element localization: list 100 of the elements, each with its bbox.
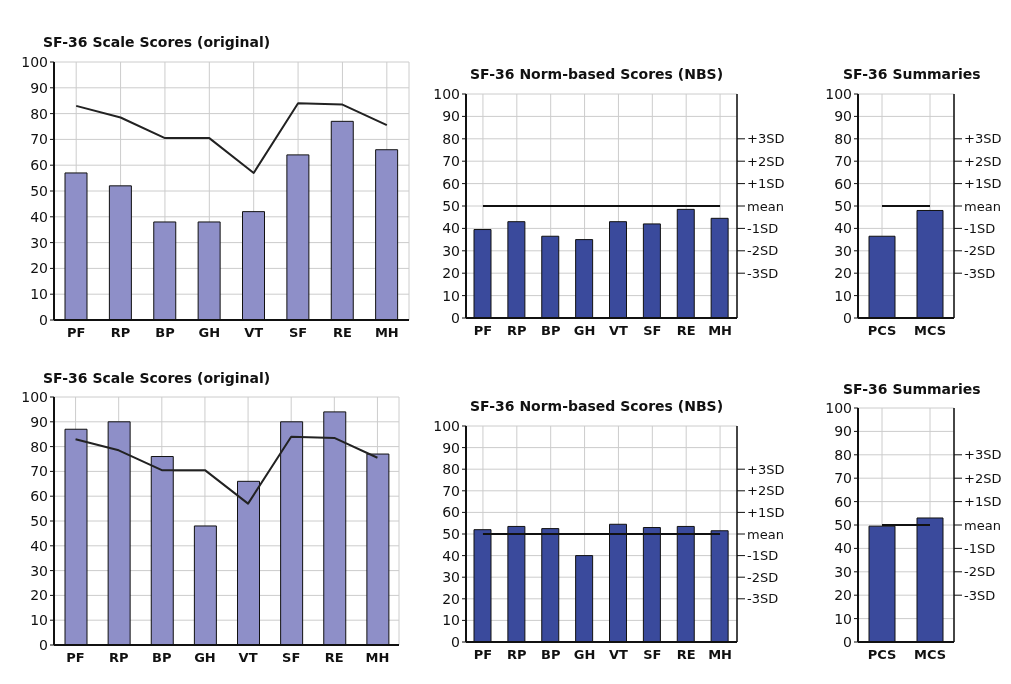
y-tick-label: 20 — [30, 587, 48, 604]
x-tick-label: PCS — [867, 323, 897, 339]
x-tick-label: MH — [365, 650, 390, 666]
chart-title: SF-36 Norm-based Scores (NBS) — [470, 66, 724, 82]
x-tick-label: BP — [540, 323, 561, 339]
y2-tick-label: +2SD — [964, 153, 1002, 169]
y-tick-label: 90 — [834, 108, 852, 125]
x-tick-label: BP — [540, 647, 561, 663]
y-tick-label: 70 — [834, 153, 852, 170]
y-tick-label: 0 — [451, 633, 460, 650]
y2-tick-label: -1SD — [747, 548, 779, 564]
y2-tick-label: mean — [964, 198, 1001, 214]
y2-tick-label: +1SD — [964, 176, 1002, 192]
y-tick-label: 30 — [834, 563, 852, 580]
y-tick-label: 30 — [442, 569, 460, 586]
y2-tick-label: +3SD — [747, 131, 785, 147]
x-tick-label: PCS — [867, 647, 897, 663]
x-tick-label: RP — [507, 323, 527, 339]
y-tick-label: 100 — [825, 399, 852, 416]
y-tick-label: 40 — [30, 537, 48, 554]
y-tick-label: 10 — [442, 287, 460, 304]
x-tick-label: PF — [473, 647, 493, 663]
x-tick-label: PF — [66, 325, 86, 341]
chart-title: SF-36 Summaries — [843, 66, 981, 82]
x-tick-label: RP — [110, 325, 131, 341]
x-tick-label: SF — [643, 323, 662, 339]
y2-tick-label: +2SD — [747, 153, 785, 169]
y-tick-label: 80 — [442, 461, 460, 478]
y2-tick-label: mean — [964, 517, 1001, 533]
y-tick-label: 100 — [21, 53, 48, 70]
y2-tick-label: +3SD — [747, 461, 785, 477]
y-tick-label: 40 — [442, 220, 460, 237]
y2-tick-label: +2SD — [747, 483, 785, 499]
x-tick-label: SF — [643, 647, 662, 663]
x-tick-label: VT — [238, 650, 258, 666]
y2-tick-label: -3SD — [964, 265, 996, 281]
y2-tick-label: -3SD — [747, 591, 779, 607]
y-tick-label: 90 — [30, 79, 48, 96]
y-tick-label: 70 — [30, 131, 48, 148]
y-tick-label: 50 — [442, 525, 460, 542]
x-tick-label: VT — [608, 323, 629, 339]
y-tick-label: 60 — [834, 493, 852, 510]
x-tick-label: RE — [676, 323, 696, 339]
y-tick-label: 60 — [30, 488, 48, 505]
line-series — [74, 435, 379, 505]
y2-tick-label: +1SD — [747, 176, 785, 192]
y-tick-label: 70 — [834, 470, 852, 487]
x-tick-label: MH — [374, 325, 399, 341]
x-tick-label: SF — [288, 325, 308, 341]
y-tick-label: 0 — [451, 309, 460, 326]
y-tick-label: 100 — [21, 388, 48, 405]
y-tick-label: 60 — [834, 175, 852, 192]
y-tick-label: 50 — [834, 516, 852, 533]
x-tick-label: RE — [332, 325, 352, 341]
x-tick-label: MCS — [913, 323, 947, 339]
y2-tick-label: +1SD — [747, 505, 785, 521]
y-tick-label: 90 — [30, 413, 48, 430]
y-tick-label: 20 — [442, 265, 460, 282]
y-tick-label: 80 — [442, 130, 460, 147]
y2-tick-label: -3SD — [964, 587, 996, 603]
y-tick-label: 40 — [442, 547, 460, 564]
y-tick-label: 90 — [442, 439, 460, 456]
y-tick-label: 60 — [30, 157, 48, 174]
y-tick-label: 100 — [433, 85, 460, 102]
y-tick-label: 30 — [442, 242, 460, 259]
x-tick-label: RE — [676, 647, 696, 663]
x-tick-label: RE — [324, 650, 344, 666]
x-tick-label: MCS — [913, 647, 947, 663]
y2-tick-label: mean — [747, 198, 784, 214]
y-tick-label: 40 — [30, 208, 48, 225]
y2-tick-label: -3SD — [747, 265, 779, 281]
y-tick-label: 10 — [442, 612, 460, 629]
x-tick-label: SF — [282, 650, 301, 666]
x-tick-label: BP — [155, 325, 175, 341]
y-tick-label: 90 — [834, 423, 852, 440]
line-series — [75, 102, 388, 174]
y-tick-label: 80 — [834, 130, 852, 147]
y-tick-label: 0 — [39, 311, 48, 328]
y-tick-label: 50 — [30, 182, 48, 199]
x-tick-label: PF — [66, 650, 85, 666]
y-tick-label: 80 — [30, 438, 48, 455]
chart-title: SF-36 Scale Scores (original) — [43, 370, 271, 386]
chart-title: SF-36 Summaries — [843, 381, 981, 397]
x-tick-label: GH — [573, 323, 596, 339]
chart-title: SF-36 Scale Scores (original) — [43, 34, 271, 50]
y-tick-label: 70 — [30, 463, 48, 480]
y-tick-label: 80 — [834, 446, 852, 463]
y-tick-label: 10 — [834, 287, 852, 304]
y-tick-label: 0 — [39, 636, 48, 653]
x-tick-label: PF — [473, 323, 493, 339]
y-tick-label: 0 — [843, 633, 852, 650]
y-tick-label: 40 — [834, 220, 852, 237]
y-tick-label: 80 — [30, 105, 48, 122]
y-tick-label: 20 — [30, 260, 48, 277]
y2-tick-label: -1SD — [964, 221, 996, 237]
y-tick-label: 20 — [834, 587, 852, 604]
y-tick-label: 60 — [442, 175, 460, 192]
y-tick-label: 100 — [825, 85, 852, 102]
y-tick-label: 50 — [442, 197, 460, 214]
y-tick-label: 40 — [834, 540, 852, 557]
